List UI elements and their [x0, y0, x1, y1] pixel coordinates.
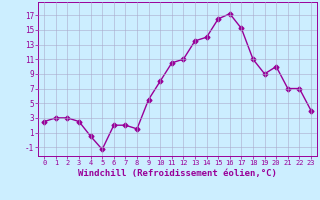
X-axis label: Windchill (Refroidissement éolien,°C): Windchill (Refroidissement éolien,°C) — [78, 169, 277, 178]
